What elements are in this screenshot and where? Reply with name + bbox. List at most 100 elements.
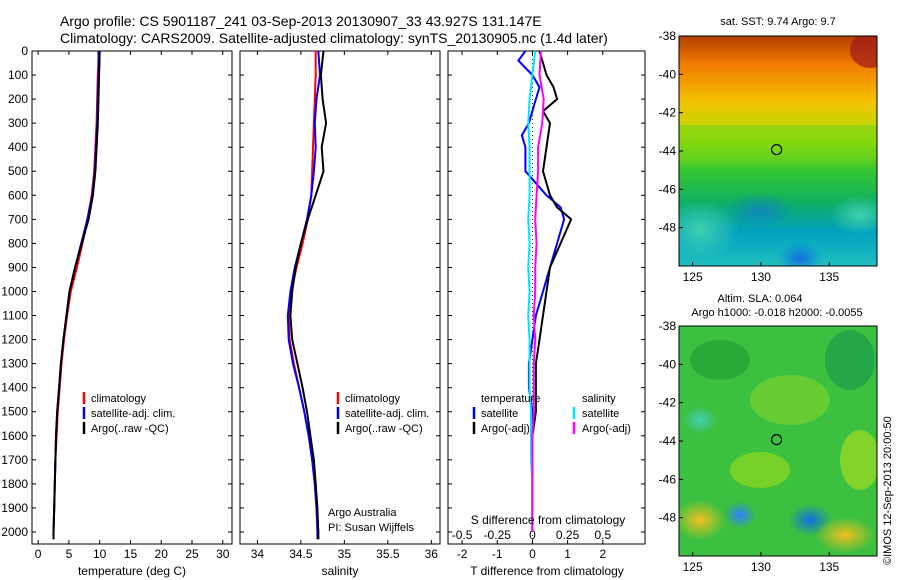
depth-tick-label: 100	[8, 68, 28, 82]
temperature-lines	[52, 50, 101, 540]
imos-timestamp-label: ©IMOS 12-Sep-2013 20:00:50	[882, 416, 894, 565]
x-tick-label: 36	[425, 547, 439, 561]
temperature-x-axis: 0 5 10 15 20 25 30	[35, 51, 230, 561]
depth-tick-label: 400	[8, 140, 28, 154]
s-tick-label: -0.25	[484, 528, 512, 542]
s-tick-label: 0.25	[556, 528, 580, 542]
x-tick-label: 0	[529, 547, 536, 561]
header-line-1: Argo profile: CS 5901187_241 03-Sep-2013…	[60, 13, 542, 29]
depth-tick-label: 1000	[1, 284, 28, 298]
depth-tick-label: 1300	[1, 357, 28, 371]
temperature-xlabel: temperature (deg C)	[78, 564, 186, 578]
map-lat-label: -42	[659, 106, 677, 120]
sst-map-axes: 125 130 135 -38 -40 -42 -44 -46 -48	[659, 29, 840, 284]
depth-tick-label: 900	[8, 260, 28, 274]
depth-tick-label: 1200	[1, 333, 28, 347]
legend-t-satellite: satellite	[481, 408, 518, 420]
depth-tick-label: 500	[8, 164, 28, 178]
map-lat-label: -42	[659, 396, 677, 410]
legend-argo: Argo(..raw -QC)	[91, 423, 169, 435]
s-tick-label: 0	[529, 528, 536, 542]
x-tick-label: 30	[216, 547, 230, 561]
series-line-argo-raw-qc-	[52, 50, 101, 540]
series-line-argo-raw-qc-	[289, 50, 328, 540]
depth-tick-label: 1400	[1, 381, 28, 395]
sla-map-title: Altim. SLA: 0.064	[718, 293, 803, 305]
map-lat-label: -46	[659, 472, 677, 486]
depth-tick-label: 1500	[1, 405, 28, 419]
depth-tick-label: 1800	[1, 477, 28, 491]
depth-tick-label: 800	[8, 236, 28, 250]
salinity-lines	[286, 50, 328, 540]
x-tick-label: 35.5	[376, 547, 400, 561]
x-tick-label: 1	[564, 547, 571, 561]
temperature-panel-frame	[31, 50, 233, 545]
legend-salinity-heading: salinity	[582, 393, 616, 405]
series-line-satellite	[527, 50, 537, 532]
s-tick-label: 0.5	[594, 528, 611, 542]
map-lat-label: -48	[659, 221, 677, 235]
map-lat-label: -44	[659, 144, 677, 158]
series-line-satellite-adj-clim-	[52, 51, 100, 540]
sla-map-image	[679, 326, 877, 556]
depth-tick-label: 700	[8, 212, 28, 226]
depth-tick-label: 1700	[1, 453, 28, 467]
x-tick-label: 0	[35, 547, 42, 561]
sst-map-title: sat. SST: 9.74 Argo: 9.7	[720, 16, 836, 28]
x-tick-label: 2	[599, 547, 606, 561]
x-tick-label: 5	[66, 547, 73, 561]
series-line-argo-adj-	[531, 50, 573, 532]
legend-s-argo: Argo(-adj)	[582, 423, 631, 435]
temperature-legend: climatology satellite-adj. clim. Argo(..…	[82, 392, 175, 435]
argo-position-marker	[770, 434, 783, 446]
map-lon-label: 130	[751, 270, 771, 284]
map-lat-label: -40	[659, 357, 677, 371]
difference-lines	[517, 50, 573, 532]
x-tick-label: 20	[155, 547, 169, 561]
salinity-x-axis: 34 34.5 35 35.5 36	[251, 51, 439, 561]
x-tick-label: 10	[93, 547, 107, 561]
map-lat-label: -48	[659, 511, 677, 525]
legend-satellite: satellite-adj. clim.	[91, 408, 175, 420]
legend-satellite: satellite-adj. clim.	[345, 408, 429, 420]
x-tick-label: -2	[457, 547, 468, 561]
map-lon-label: 135	[819, 270, 839, 284]
salinity-xlabel: salinity	[322, 564, 359, 578]
sla-map-subtitle: Argo h1000: -0.018 h2000: -0.0055	[691, 307, 862, 319]
x-tick-label: 15	[124, 547, 138, 561]
t-difference-xlabel: T difference from climatology	[470, 564, 624, 578]
depth-tick-label: 300	[8, 116, 28, 130]
sst-map-image	[679, 36, 877, 266]
legend-t-argo: Argo(-adj)	[481, 423, 530, 435]
annotation-argo-australia: Argo Australia	[328, 507, 397, 519]
map-lon-label: 125	[683, 270, 703, 284]
depth-tick-label: 0	[21, 44, 28, 58]
t-difference-x-axis: -2 -1 0 1 2	[457, 51, 606, 561]
map-lat-label: -46	[659, 182, 677, 196]
depth-tick-label: 1100	[2, 309, 28, 323]
map-lat-label: -38	[659, 319, 677, 333]
series-line-satellite	[517, 50, 566, 532]
map-lat-label: -40	[659, 67, 677, 81]
x-tick-label: 25	[185, 547, 199, 561]
depth-axis: 0 100 200 300 400 500 600 700 800 900 1000 1100 1200…	[1, 44, 645, 539]
legend-argo: Argo(..raw -QC)	[345, 423, 423, 435]
salinity-panel-frame	[239, 50, 441, 545]
s-tick-label: -0.5	[452, 528, 473, 542]
legend-s-satellite: satellite	[582, 408, 619, 420]
depth-tick-label: 1900	[1, 501, 28, 515]
depth-tick-label: 200	[8, 92, 28, 106]
x-tick-label: -1	[492, 547, 503, 561]
legend-climatology: climatology	[345, 393, 401, 405]
x-tick-label: 34.5	[289, 547, 313, 561]
series-line-satellite-adj-clim-	[286, 50, 322, 540]
map-lon-label: 135	[819, 560, 839, 574]
depth-tick-label: 2000	[1, 525, 28, 539]
s-difference-xlabel: S difference from climatology	[471, 513, 626, 527]
difference-panel-frame	[447, 50, 646, 545]
sla-map-axes: 125 130 135 -38 -40 -42 -44 -46 -48	[659, 319, 840, 574]
map-lat-label: -44	[659, 434, 677, 448]
header-line-2: Climatology: CARS2009. Satellite-adjuste…	[60, 30, 608, 46]
difference-legend: temperature satellite Argo(-adj) salinit…	[472, 393, 631, 435]
